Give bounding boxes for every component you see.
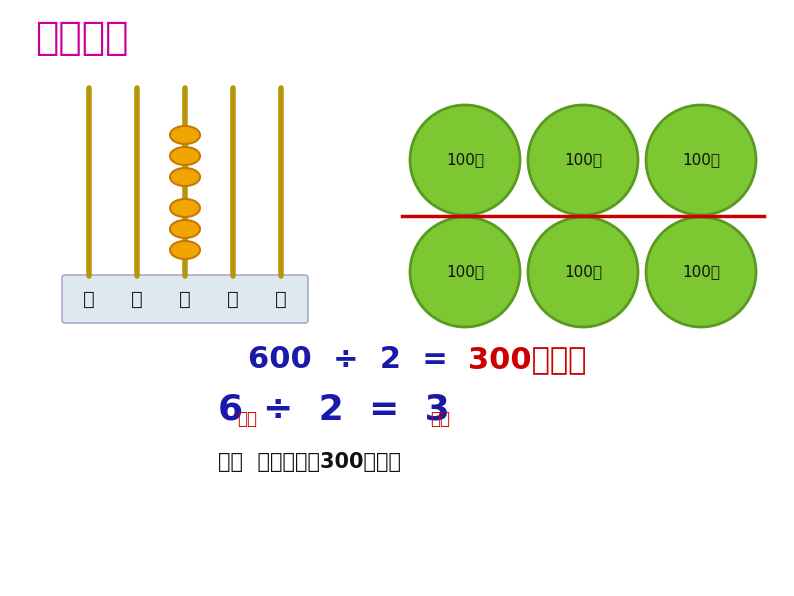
Circle shape — [646, 105, 756, 215]
Circle shape — [528, 105, 638, 215]
Text: 100棵: 100棵 — [446, 265, 484, 280]
Text: 100棵: 100棵 — [564, 265, 602, 280]
Text: 千: 千 — [131, 290, 143, 309]
Circle shape — [646, 217, 756, 327]
Text: 答：  每所学校分300棵树。: 答： 每所学校分300棵树。 — [218, 452, 401, 472]
Text: 个百: 个百 — [237, 410, 257, 428]
Text: 600  ÷  2  =: 600 ÷ 2 = — [248, 346, 448, 374]
Text: 主动议学: 主动议学 — [35, 19, 129, 57]
Text: 十: 十 — [227, 290, 239, 309]
Text: 百: 百 — [179, 290, 191, 309]
Circle shape — [410, 217, 520, 327]
FancyBboxPatch shape — [62, 275, 308, 323]
Text: 100棵: 100棵 — [564, 153, 602, 167]
Text: ÷  2  =  3: ÷ 2 = 3 — [263, 393, 449, 427]
Ellipse shape — [170, 199, 200, 217]
Ellipse shape — [170, 126, 200, 144]
Circle shape — [528, 217, 638, 327]
Ellipse shape — [170, 168, 200, 186]
Ellipse shape — [170, 220, 200, 238]
Ellipse shape — [170, 147, 200, 165]
Text: 万: 万 — [83, 290, 94, 309]
Circle shape — [410, 105, 520, 215]
Text: 6: 6 — [218, 393, 243, 427]
Text: 个: 个 — [276, 290, 287, 309]
Text: 300（棵）: 300（棵） — [468, 346, 587, 374]
Text: 100棵: 100棵 — [446, 153, 484, 167]
Text: 100棵: 100棵 — [682, 153, 720, 167]
Text: 100棵: 100棵 — [682, 265, 720, 280]
Ellipse shape — [170, 241, 200, 259]
Text: 个百: 个百 — [430, 410, 450, 428]
